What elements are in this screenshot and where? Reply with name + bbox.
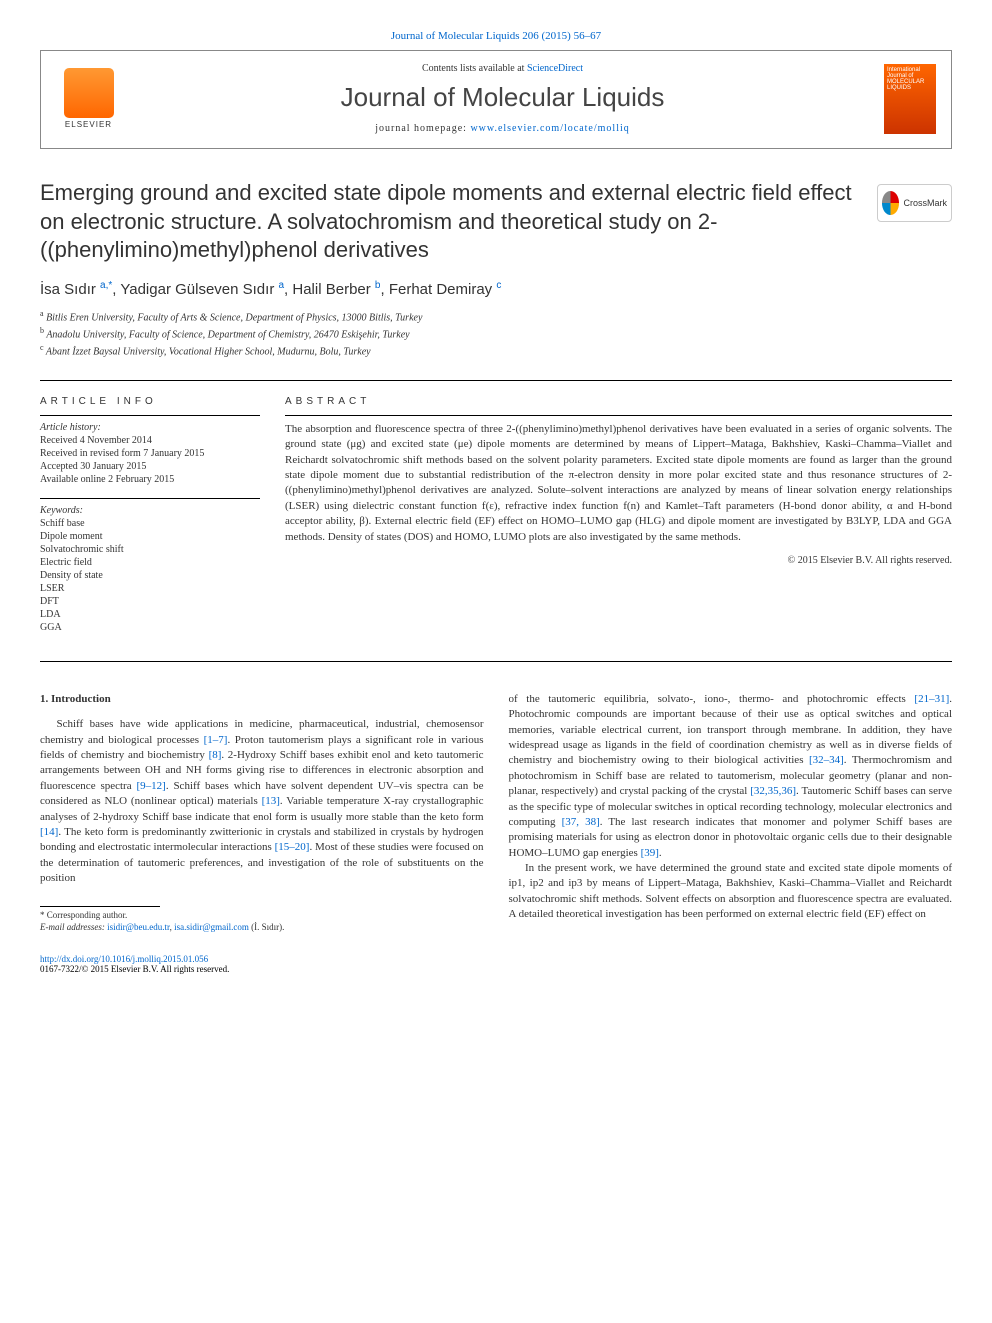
elsevier-logo: ELSEVIER (56, 61, 121, 136)
abstract-header: abstract (285, 396, 952, 407)
keywords-block: Keywords: Schiff base Dipole moment Solv… (40, 505, 260, 634)
affiliations: a Bitlis Eren University, Faculty of Art… (40, 308, 952, 360)
issn-copyright: 0167-7322/© 2015 Elsevier B.V. All right… (40, 964, 229, 974)
history-block: Article history: Received 4 November 201… (40, 422, 260, 486)
footnote-separator (40, 906, 160, 907)
affiliation-a-text: Bitlis Eren University, Faculty of Arts … (46, 312, 422, 323)
keyword-item: Electric field (40, 556, 260, 569)
info-abstract-row: article info Article history: Received 4… (40, 396, 952, 646)
keyword-item: Density of state (40, 569, 260, 582)
intro-paragraph-1: Schiff bases have wide applications in m… (40, 717, 484, 886)
journal-citation[interactable]: Journal of Molecular Liquids 206 (2015) … (40, 30, 952, 42)
title-row: Emerging ground and excited state dipole… (40, 179, 952, 265)
history-accepted: Accepted 30 January 2015 (40, 460, 260, 473)
ref-link[interactable]: [32–34] (809, 754, 844, 766)
ref-link[interactable]: [1–7] (204, 734, 228, 746)
doi-block: http://dx.doi.org/10.1016/j.molliq.2015.… (40, 954, 952, 974)
history-revised: Received in revised form 7 January 2015 (40, 447, 260, 460)
corresponding-footnote: * Corresponding author. E-mail addresses… (40, 910, 484, 933)
body-column-right: of the tautomeric equilibria, solvato-, … (509, 692, 953, 934)
intro-header: 1. Introduction (40, 692, 484, 707)
homepage-line: journal homepage: www.elsevier.com/locat… (121, 123, 884, 134)
ref-link[interactable]: [9–12] (136, 780, 165, 792)
divider-bottom (40, 661, 952, 662)
abstract-text: The absorption and fluorescence spectra … (285, 422, 952, 545)
affiliation-a: a Bitlis Eren University, Faculty of Art… (40, 308, 952, 325)
ref-link[interactable]: [8] (209, 749, 222, 761)
email-link-1[interactable]: isidir@beu.edu.tr (107, 922, 169, 932)
ref-link[interactable]: [39] (641, 847, 659, 859)
keyword-item: Solvatochromic shift (40, 543, 260, 556)
author-4: , Ferhat Demiray (380, 281, 496, 298)
history-received: Received 4 November 2014 (40, 434, 260, 447)
keyword-item: DFT (40, 595, 260, 608)
ref-link[interactable]: [37, 38] (562, 816, 600, 828)
intro-paragraph-1-cont: of the tautomeric equilibria, solvato-, … (509, 692, 953, 861)
email-suffix: (İ. Sıdır). (249, 922, 285, 932)
sciencedirect-link[interactable]: ScienceDirect (527, 63, 583, 74)
article-info-header: article info (40, 396, 260, 407)
email-link-2[interactable]: isa.sidir@gmail.com (174, 922, 249, 932)
crossmark-icon (882, 191, 899, 215)
cover-text-3: LIQUIDS (887, 85, 933, 91)
ref-link[interactable]: [14] (40, 826, 58, 838)
affiliation-b-text: Anadolu University, Faculty of Science, … (46, 329, 409, 340)
contents-prefix: Contents lists available at (422, 63, 527, 74)
keyword-item: Dipole moment (40, 530, 260, 543)
cover-text-1: International Journal of (887, 67, 933, 79)
article-title: Emerging ground and excited state dipole… (40, 179, 862, 265)
header-center: Contents lists available at ScienceDirec… (121, 63, 884, 134)
authors: İsa Sıdır a,*, Yadigar Gülseven Sıdır a,… (40, 280, 952, 298)
crossmark-badge[interactable]: CrossMark (877, 184, 952, 222)
journal-name: Journal of Molecular Liquids (121, 82, 884, 113)
elsevier-tree-icon (64, 68, 114, 118)
crossmark-label: CrossMark (903, 198, 947, 208)
intro-paragraph-2: In the present work, we have determined … (509, 861, 953, 923)
journal-cover-icon: International Journal of MOLECULAR LIQUI… (884, 64, 936, 134)
keyword-item: Schiff base (40, 517, 260, 530)
keyword-item: LSER (40, 582, 260, 595)
corr-label: Corresponding author. (45, 910, 128, 920)
abstract-divider (285, 415, 952, 416)
keywords-label: Keywords: (40, 505, 260, 516)
homepage-prefix: journal homepage: (375, 123, 470, 134)
affiliation-c: c Abant İzzet Baysal University, Vocatio… (40, 342, 952, 359)
keyword-item: GGA (40, 621, 260, 634)
affiliation-b: b Anadolu University, Faculty of Science… (40, 325, 952, 342)
article-info: article info Article history: Received 4… (40, 396, 260, 646)
author-4-aff[interactable]: c (496, 280, 501, 291)
info-divider-2 (40, 498, 260, 499)
journal-header: ELSEVIER Contents lists available at Sci… (40, 50, 952, 149)
abstract-copyright: © 2015 Elsevier B.V. All rights reserved… (285, 555, 952, 566)
history-label: Article history: (40, 422, 260, 433)
ref-link[interactable]: [15–20] (275, 841, 310, 853)
text-span: . (659, 847, 662, 859)
affiliation-c-text: Abant İzzet Baysal University, Vocationa… (46, 347, 371, 358)
ref-link[interactable]: [32,35,36] (750, 785, 796, 797)
homepage-link[interactable]: www.elsevier.com/locate/molliq (470, 123, 629, 134)
abstract-column: abstract The absorption and fluorescence… (285, 396, 952, 646)
email-label: E-mail addresses: (40, 922, 107, 932)
doi-link[interactable]: http://dx.doi.org/10.1016/j.molliq.2015.… (40, 954, 208, 964)
contents-line: Contents lists available at ScienceDirec… (121, 63, 884, 74)
text-span: of the tautomeric equilibria, solvato-, … (509, 693, 915, 705)
author-3: , Halil Berber (284, 281, 375, 298)
body-columns: 1. Introduction Schiff bases have wide a… (40, 692, 952, 934)
divider-top (40, 380, 952, 381)
keyword-item: LDA (40, 608, 260, 621)
info-divider (40, 415, 260, 416)
history-online: Available online 2 February 2015 (40, 473, 260, 486)
author-2: , Yadigar Gülseven Sıdır (112, 281, 278, 298)
ref-link[interactable]: [13] (262, 795, 280, 807)
body-column-left: 1. Introduction Schiff bases have wide a… (40, 692, 484, 934)
ref-link[interactable]: [21–31] (914, 693, 949, 705)
author-1: İsa Sıdır (40, 281, 100, 298)
elsevier-label: ELSEVIER (65, 120, 112, 129)
